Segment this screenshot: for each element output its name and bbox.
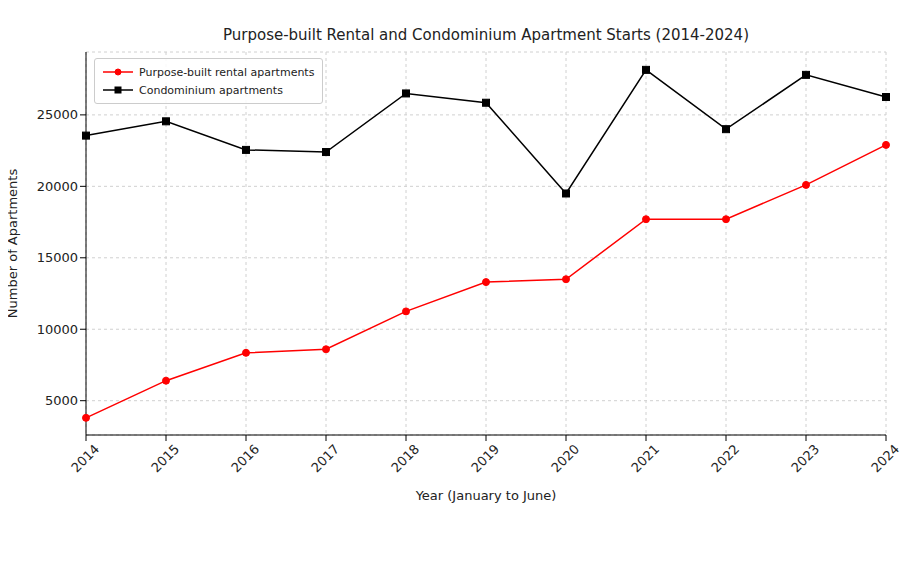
svg-text:20000: 20000 [37, 179, 78, 194]
svg-text:2022: 2022 [708, 441, 742, 475]
svg-text:2020: 2020 [548, 441, 582, 475]
svg-text:2019: 2019 [468, 441, 502, 475]
svg-text:2021: 2021 [628, 441, 662, 475]
svg-text:2015: 2015 [148, 441, 182, 475]
svg-text:Year (January to June): Year (January to June) [415, 488, 557, 503]
svg-text:5000: 5000 [45, 393, 78, 408]
svg-text:10000: 10000 [37, 322, 78, 337]
svg-text:2016: 2016 [228, 441, 262, 475]
html-text:Purpose-built Rental and Condo: Purpose-built Rental and Condominium Apa… [223, 26, 749, 44]
svg-text:2024: 2024 [868, 441, 902, 475]
svg-text:15000: 15000 [37, 250, 78, 265]
svg-text:Number of Apartments: Number of Apartments [8, 169, 20, 319]
svg-text:2018: 2018 [388, 441, 422, 475]
svg-text:2023: 2023 [788, 441, 822, 475]
svg-text:2014: 2014 [68, 441, 102, 475]
svg-text:25000: 25000 [37, 107, 78, 122]
svg-text:2017: 2017 [308, 441, 342, 475]
html-text:Condominium apartments: Condominium apartments [139, 83, 283, 97]
html-text:Purpose-built rental apartment: Purpose-built rental apartments [139, 65, 315, 79]
